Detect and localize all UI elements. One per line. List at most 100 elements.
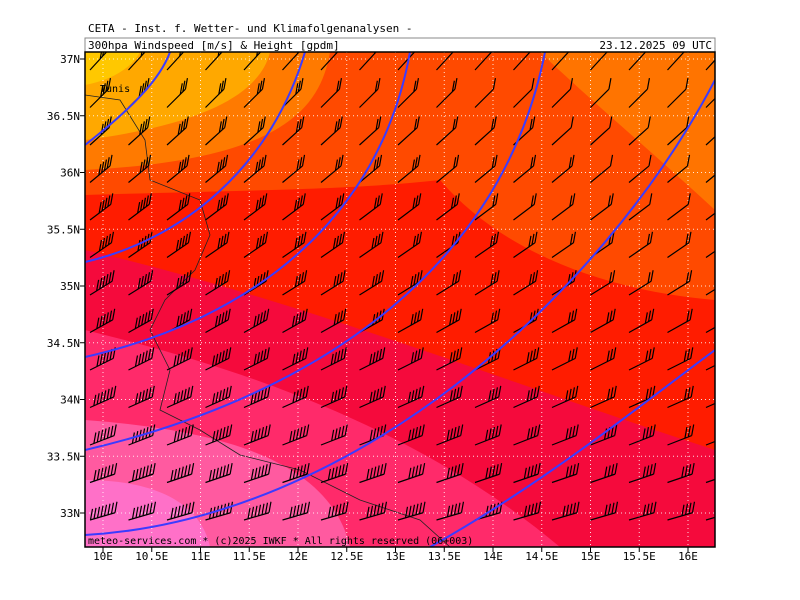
wind-barb <box>282 308 308 334</box>
wind-barb <box>166 193 191 221</box>
wind-barb <box>397 231 423 258</box>
wind-barb <box>359 78 381 108</box>
wind-barb <box>667 193 691 221</box>
wind-barb <box>667 154 691 183</box>
wind-barb <box>551 193 576 221</box>
wind-barb <box>667 308 693 334</box>
wind-barb <box>705 136 715 146</box>
wind-barb <box>282 463 310 484</box>
wind-barb <box>320 154 344 183</box>
wind-barb <box>474 270 500 296</box>
wind-barb <box>513 385 540 409</box>
wind-barb <box>205 347 232 371</box>
header-subtitle: 300hpa Windspeed [m/s] & Height [gpdm] <box>88 39 340 52</box>
lon-label: 14.5E <box>525 550 558 563</box>
wind-barb <box>628 463 657 484</box>
band-orange-right <box>540 52 715 210</box>
credit: meteo-services.com * (c)2025 IWKF * All … <box>88 536 473 547</box>
wind-barb <box>282 270 308 296</box>
wind-barb <box>551 154 575 183</box>
wind-barb <box>320 78 343 108</box>
wind-barb <box>89 424 117 446</box>
wind-barb <box>436 270 462 296</box>
wind-barb <box>436 231 461 258</box>
wind-barb <box>397 385 425 409</box>
wind-barb <box>513 270 539 296</box>
wind-barb <box>89 52 108 71</box>
place-label: Tunis <box>100 84 130 95</box>
wind-barb <box>474 116 497 146</box>
wind-barb <box>705 364 715 371</box>
wind-barb <box>397 78 420 108</box>
wind-barb <box>628 501 657 521</box>
wind-barb <box>320 193 345 221</box>
wind-barb <box>320 270 346 296</box>
wind-barb <box>705 288 715 296</box>
wind-barb <box>513 347 540 371</box>
wind-barb <box>359 385 386 409</box>
header-datetime: 23.12.2025 09 UTC <box>599 39 712 52</box>
wind-barb <box>89 270 115 296</box>
wind-barb <box>282 52 300 71</box>
wind-barb <box>89 193 114 221</box>
wind-barb <box>205 116 228 146</box>
wind-barb <box>89 78 112 108</box>
wind-barb <box>128 347 155 371</box>
height-contour <box>85 52 546 451</box>
wind-barb <box>590 463 618 484</box>
wind-barb <box>705 174 715 183</box>
wind-barb <box>397 270 423 296</box>
wind-barb <box>513 424 541 446</box>
height-contour <box>85 79 715 536</box>
wind-barb <box>205 385 232 409</box>
wind-barb <box>359 154 383 183</box>
wind-barb <box>359 52 377 71</box>
wind-barb <box>590 308 616 334</box>
wind-barb <box>513 463 541 484</box>
wind-barb <box>628 231 654 258</box>
wind-barb <box>359 116 382 146</box>
wind-barb <box>397 424 425 446</box>
wind-barb <box>628 116 651 146</box>
wind-barb <box>282 385 309 409</box>
wind-barb <box>513 52 531 71</box>
wind-barb <box>436 78 458 108</box>
wind-barb <box>282 501 311 521</box>
wind-barb <box>436 385 463 409</box>
lat-label: 34.5N <box>47 337 80 350</box>
wind-barb <box>320 52 339 71</box>
wind-barb <box>243 308 270 334</box>
wind-barb <box>243 78 266 108</box>
wind-barb <box>628 52 647 71</box>
wind-barb <box>243 270 269 296</box>
wind-barb <box>436 463 464 484</box>
height-contour <box>85 52 171 146</box>
wind-barb <box>551 501 580 521</box>
wind-barb <box>551 116 574 146</box>
wind-barb <box>205 424 233 446</box>
lat-label: 33N <box>60 507 80 520</box>
wind-barb <box>628 385 656 409</box>
wind-barb <box>513 154 537 183</box>
wind-barb <box>551 52 570 71</box>
wind-barb <box>590 347 617 371</box>
wind-barb <box>436 52 454 71</box>
wind-barb <box>166 231 192 258</box>
wind-barb <box>551 308 578 334</box>
wind-barb <box>474 52 493 71</box>
wind-barb <box>474 78 497 108</box>
lon-label: 15E <box>581 550 601 563</box>
lat-label: 37N <box>60 53 80 66</box>
wind-barb <box>128 463 156 484</box>
wind-barb <box>628 270 654 296</box>
wind-barb <box>474 154 498 183</box>
lon-label: 10E <box>93 550 113 563</box>
wind-barb <box>474 424 502 446</box>
band-magenta <box>85 480 210 547</box>
wind-barb <box>513 231 538 258</box>
wind-barb <box>243 231 269 258</box>
wind-barb <box>128 385 155 409</box>
wind-barb <box>474 193 499 221</box>
